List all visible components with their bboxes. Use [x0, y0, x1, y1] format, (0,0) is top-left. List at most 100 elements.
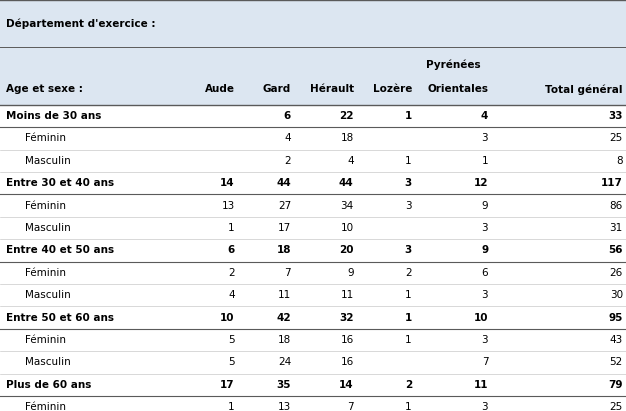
Text: 3: 3	[481, 335, 488, 345]
Text: Gard: Gard	[263, 84, 291, 94]
Text: Masculin: Masculin	[25, 223, 71, 233]
Text: Département d'exercice :: Département d'exercice :	[6, 18, 156, 29]
Text: 10: 10	[220, 313, 235, 323]
Text: 24: 24	[278, 358, 291, 367]
Text: 9: 9	[481, 201, 488, 210]
Text: 11: 11	[278, 290, 291, 300]
Text: Pyrénées: Pyrénées	[426, 59, 481, 70]
Text: 33: 33	[608, 111, 623, 121]
Bar	[0, 172, 626, 194]
Text: 11: 11	[341, 290, 354, 300]
Text: Entre 30 et 40 ans: Entre 30 et 40 ans	[6, 178, 115, 188]
Text: 26: 26	[610, 268, 623, 278]
Text: 3: 3	[481, 223, 488, 233]
Text: 17: 17	[220, 380, 235, 390]
Text: 79: 79	[608, 380, 623, 390]
Text: 56: 56	[608, 245, 623, 255]
Text: 12: 12	[474, 178, 488, 188]
Bar	[0, 217, 626, 239]
Text: 6: 6	[284, 111, 291, 121]
Text: 16: 16	[341, 358, 354, 367]
Text: 44: 44	[276, 178, 291, 188]
Text: 13: 13	[278, 402, 291, 411]
Text: 5: 5	[228, 358, 235, 367]
Text: 8: 8	[616, 156, 623, 166]
Bar	[0, 351, 626, 374]
Text: 31: 31	[610, 223, 623, 233]
Text: Moins de 30 ans: Moins de 30 ans	[6, 111, 101, 121]
Text: 1: 1	[405, 156, 412, 166]
Text: 3: 3	[405, 201, 412, 210]
Text: Hérault: Hérault	[310, 84, 354, 94]
Text: 52: 52	[610, 358, 623, 367]
Text: Plus de 60 ans: Plus de 60 ans	[6, 380, 91, 390]
Text: 6: 6	[227, 245, 235, 255]
Bar	[0, 396, 626, 411]
Text: 44: 44	[339, 178, 354, 188]
Text: 30: 30	[610, 290, 623, 300]
Text: Aude: Aude	[205, 84, 235, 94]
Text: Lozère: Lozère	[372, 84, 412, 94]
Text: 2: 2	[404, 380, 412, 390]
Bar	[0, 374, 626, 396]
Text: Entre 40 et 50 ans: Entre 40 et 50 ans	[6, 245, 115, 255]
Text: 27: 27	[278, 201, 291, 210]
Text: 10: 10	[341, 223, 354, 233]
Text: 1: 1	[404, 111, 412, 121]
Text: 3: 3	[404, 245, 412, 255]
Text: 1: 1	[228, 402, 235, 411]
Text: 3: 3	[404, 178, 412, 188]
Text: 2: 2	[284, 156, 291, 166]
Bar	[0, 105, 626, 127]
Text: 13: 13	[222, 201, 235, 210]
Text: 4: 4	[284, 134, 291, 143]
Text: 4: 4	[228, 290, 235, 300]
Text: 16: 16	[341, 335, 354, 345]
Bar	[0, 194, 626, 217]
Text: 18: 18	[277, 245, 291, 255]
Text: Age et sexe :: Age et sexe :	[6, 84, 83, 94]
Text: 86: 86	[610, 201, 623, 210]
Text: 6: 6	[481, 268, 488, 278]
Text: 17: 17	[278, 223, 291, 233]
Text: 18: 18	[341, 134, 354, 143]
Text: 117: 117	[601, 178, 623, 188]
Text: 25: 25	[610, 402, 623, 411]
Text: 14: 14	[339, 380, 354, 390]
Bar	[0, 284, 626, 306]
Text: 1: 1	[405, 335, 412, 345]
Text: Féminin: Féminin	[25, 402, 66, 411]
Bar	[0, 0, 626, 47]
Bar	[0, 127, 626, 150]
Text: Masculin: Masculin	[25, 156, 71, 166]
Text: 5: 5	[228, 335, 235, 345]
Text: 1: 1	[405, 290, 412, 300]
Bar	[0, 47, 626, 105]
Bar	[0, 150, 626, 172]
Text: 25: 25	[610, 134, 623, 143]
Text: Féminin: Féminin	[25, 201, 66, 210]
Text: 1: 1	[228, 223, 235, 233]
Text: Masculin: Masculin	[25, 358, 71, 367]
Text: 1: 1	[405, 402, 412, 411]
Text: 4: 4	[347, 156, 354, 166]
Text: Féminin: Féminin	[25, 134, 66, 143]
Bar	[0, 261, 626, 284]
Text: Entre 50 et 60 ans: Entre 50 et 60 ans	[6, 313, 115, 323]
Bar	[0, 239, 626, 261]
Text: 95: 95	[608, 313, 623, 323]
Text: 7: 7	[284, 268, 291, 278]
Text: 22: 22	[339, 111, 354, 121]
Text: 18: 18	[278, 335, 291, 345]
Text: 43: 43	[610, 335, 623, 345]
Text: 7: 7	[347, 402, 354, 411]
Text: 42: 42	[277, 313, 291, 323]
Text: 3: 3	[481, 134, 488, 143]
Text: 2: 2	[228, 268, 235, 278]
Text: 9: 9	[347, 268, 354, 278]
Bar	[0, 306, 626, 329]
Text: 2: 2	[405, 268, 412, 278]
Text: 35: 35	[277, 380, 291, 390]
Text: Féminin: Féminin	[25, 335, 66, 345]
Text: 34: 34	[341, 201, 354, 210]
